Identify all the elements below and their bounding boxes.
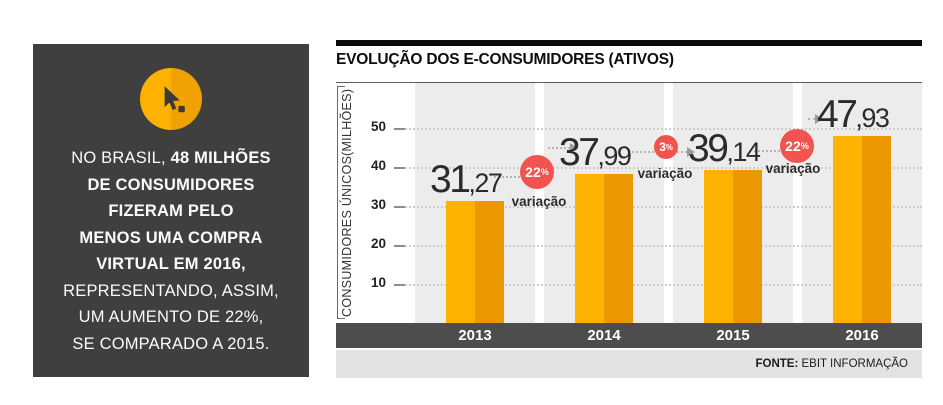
variation-label-0: variação [511,194,567,209]
highlight-text-line: MENOS UMA COMPRA [79,228,263,247]
gridline-40 [394,166,922,169]
variation-label-2: variação [765,161,821,176]
y-axis-line [337,86,345,319]
highlight-text-line: UM AUMENTO DE 22%, [78,308,264,326]
source-label: FONTE: [755,358,799,370]
bar-2015 [704,169,762,323]
y-tick-30 [394,205,405,208]
highlight-text-line: SE COMPARADO A 2015. [72,334,270,353]
value-label-2014: 37,99 [559,131,632,175]
x-axis-label-2015: 2015 [716,327,750,344]
y-tick-label-40: 40 [370,157,386,173]
cursor-arrow-glyph [164,86,185,113]
variation-badge-2015-2016: 22% [780,129,814,163]
variation-dots-right-0 [548,147,570,149]
x-axis-label-2013: 2013 [458,327,492,344]
y-tick-40 [394,166,405,169]
variation-dots-left-0 [494,176,520,178]
bar-2013 [446,200,504,323]
highlight-text-line: REPRESENTANDO, ASSIM, [63,281,279,300]
variation-arrow-icon-2 [815,114,823,124]
highlight-card: NO BRASIL, 48 MILHÕES DE CONSUMIDORES FIZE… [33,44,309,377]
plot-top-border [336,82,922,83]
y-tick-label-30: 30 [370,196,386,212]
gridline-20 [394,244,922,247]
variation-dots-right-2 [808,118,815,120]
variation-arrow-icon-0 [570,143,578,153]
x-axis-label-2016: 2016 [845,327,879,344]
highlight-text: NO BRASIL, 48 MILHÕES DE CONSUMIDORES FIZE… [41,145,301,357]
y-tick-label-10: 10 [370,274,386,290]
gridline-10 [394,283,922,286]
highlight-text-line: VIRTUAL EM 2016, [96,255,246,273]
highlight-text-line: NO BRASIL, 48 MILHÕES [71,149,271,167]
plot-area: CONSUMIDORES ÚNICOS (MILHÕES) 10 20 30 40 50… [336,82,922,323]
chart-evolucao-e-consumidores: EVOLUÇÃO DOS E-CONSUMIDORES (ATIVOS) CON… [336,40,922,378]
title-rule [336,40,922,46]
x-axis-band: 2013 2014 2015 2016 [336,323,922,348]
cursor-icon [140,68,202,130]
y-tick-50 [394,127,405,130]
value-label-2015: 39,14 [688,126,761,170]
source-band: FONTE: EBIT INFORMAÇÃO [336,350,922,378]
y-tick-label-20: 20 [370,235,386,251]
variation-label-1: variação [637,166,693,181]
x-axis-label-2014: 2014 [587,327,621,344]
variation-badge-2013-2014: 22% [520,155,554,189]
variation-dots-right-1 [672,151,687,153]
variation-arrow-icon-1 [687,147,695,157]
chart-title: EVOLUÇÃO DOS E-CONSUMIDORES (ATIVOS) [336,51,674,68]
gridline-30 [394,205,922,208]
y-tick-20 [394,244,405,247]
y-tick-10 [394,283,405,286]
source-text: EBIT INFORMAÇÃO [798,358,908,370]
variation-badge-2014-2015: 3% [654,135,678,159]
value-label-2016: 47,93 [817,92,890,136]
variation-dots-left-1 [628,151,654,153]
gridline-50 [394,127,922,130]
value-label-2013: 31,27 [430,157,503,201]
variation-dots-left-2 [754,150,780,152]
y-tick-label-50: 50 [370,118,386,134]
highlight-text-line: DE CONSUMIDORES [87,175,255,194]
highlight-text-line: FIZERAM PELO [108,202,234,220]
bar-2014 [575,174,633,323]
bar-2016 [833,135,891,323]
